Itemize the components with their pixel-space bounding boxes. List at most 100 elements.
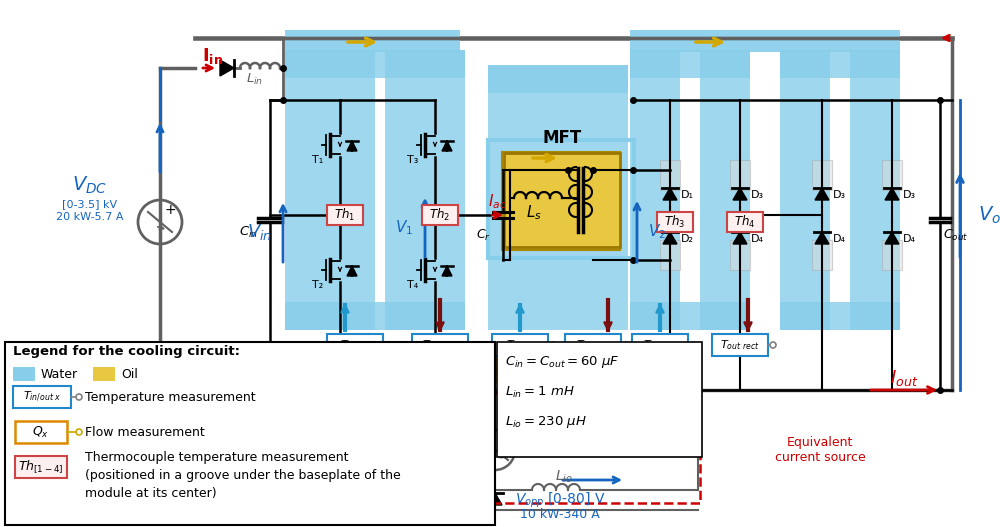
- Text: $V_{opp}$ [0-80] V: $V_{opp}$ [0-80] V: [515, 490, 605, 510]
- Text: D₄: D₄: [751, 234, 764, 244]
- Polygon shape: [733, 232, 747, 244]
- Text: +: +: [498, 435, 508, 448]
- Text: $L_{io} = 230\ \mu H$: $L_{io} = 230\ \mu H$: [505, 414, 587, 430]
- Text: D₃: D₃: [751, 190, 764, 200]
- FancyBboxPatch shape: [93, 367, 115, 381]
- Text: $Q_{rect}$: $Q_{rect}$: [646, 363, 674, 377]
- FancyBboxPatch shape: [630, 50, 680, 330]
- FancyBboxPatch shape: [882, 240, 902, 270]
- Text: Oil: Oil: [121, 367, 138, 380]
- Text: $T_{in/out\ x}$: $T_{in/out\ x}$: [23, 390, 61, 404]
- FancyBboxPatch shape: [504, 153, 620, 247]
- Text: $Th_4$: $Th_4$: [734, 214, 756, 230]
- Text: $L_s$: $L_s$: [526, 203, 542, 222]
- Text: $L_{io}$: $L_{io}$: [555, 469, 573, 485]
- Polygon shape: [347, 266, 357, 276]
- FancyBboxPatch shape: [15, 456, 67, 478]
- FancyBboxPatch shape: [635, 359, 685, 381]
- FancyBboxPatch shape: [812, 240, 832, 270]
- Polygon shape: [885, 188, 899, 200]
- FancyBboxPatch shape: [285, 302, 465, 330]
- Text: Equivalent
current source: Equivalent current source: [775, 436, 865, 464]
- Polygon shape: [663, 188, 677, 200]
- FancyBboxPatch shape: [330, 359, 380, 381]
- Text: $L_{in}$: $L_{in}$: [246, 72, 264, 86]
- Text: $I_{out}$: $I_{out}$: [890, 368, 918, 388]
- Text: $L_{in} = 1\ mH$: $L_{in} = 1\ mH$: [505, 385, 575, 399]
- Text: $V_1$: $V_1$: [395, 219, 413, 237]
- FancyBboxPatch shape: [13, 386, 71, 408]
- Text: +: +: [164, 203, 176, 217]
- Text: $Th_{[1-4]}$: $Th_{[1-4]}$: [18, 458, 64, 475]
- Text: $\mathbf{I_{in}}$: $\mathbf{I_{in}}$: [202, 46, 224, 66]
- Text: Temperature measurement: Temperature measurement: [85, 391, 256, 404]
- Circle shape: [382, 367, 388, 373]
- Circle shape: [770, 342, 776, 348]
- Text: $T_{out\ tra}$: $T_{out\ tra}$: [576, 338, 610, 352]
- FancyBboxPatch shape: [780, 302, 900, 330]
- FancyBboxPatch shape: [812, 160, 832, 190]
- Text: $T_{out\ rect}$: $T_{out\ rect}$: [720, 338, 760, 352]
- FancyBboxPatch shape: [630, 50, 750, 78]
- Text: $Q_{tra}$: $Q_{tra}$: [509, 363, 531, 377]
- Polygon shape: [442, 266, 452, 276]
- Circle shape: [76, 394, 82, 400]
- Text: $V_{DC}$: $V_{DC}$: [72, 174, 108, 196]
- FancyBboxPatch shape: [657, 212, 693, 232]
- FancyBboxPatch shape: [15, 421, 67, 443]
- Polygon shape: [220, 60, 234, 76]
- FancyBboxPatch shape: [727, 212, 763, 232]
- FancyBboxPatch shape: [565, 334, 621, 356]
- Text: $C_{in} = C_{out} = 60\ \mu F$: $C_{in} = C_{out} = 60\ \mu F$: [505, 354, 620, 370]
- Text: $V_{out}$: $V_{out}$: [978, 204, 1000, 226]
- Text: [0-3.5] kV: [0-3.5] kV: [62, 199, 118, 209]
- FancyBboxPatch shape: [497, 342, 702, 457]
- Text: module at its center): module at its center): [85, 486, 217, 500]
- Text: $T_{in\ inv}$: $T_{in\ inv}$: [340, 338, 370, 352]
- FancyBboxPatch shape: [285, 50, 465, 78]
- Polygon shape: [663, 232, 677, 244]
- Text: (positioned in a groove under the baseplate of the: (positioned in a groove under the basepl…: [85, 469, 401, 482]
- Text: Water: Water: [41, 367, 78, 380]
- Text: D₃: D₃: [903, 190, 916, 200]
- Text: D₁: D₁: [681, 190, 694, 200]
- Text: T₃: T₃: [407, 155, 419, 165]
- Text: $\Delta V$: $\Delta V$: [542, 391, 568, 409]
- Text: $T_{in\ tra}$: $T_{in\ tra}$: [506, 338, 534, 352]
- Circle shape: [687, 367, 693, 373]
- Polygon shape: [885, 232, 899, 244]
- FancyBboxPatch shape: [327, 205, 363, 225]
- Text: $Q_x$: $Q_x$: [32, 424, 50, 440]
- Circle shape: [623, 342, 629, 348]
- FancyBboxPatch shape: [730, 160, 750, 190]
- Circle shape: [690, 342, 696, 348]
- Circle shape: [385, 342, 391, 348]
- Circle shape: [547, 367, 553, 373]
- Text: $T_{in\ rect}$: $T_{in\ rect}$: [643, 338, 677, 352]
- Circle shape: [470, 342, 476, 348]
- Text: $C_{in}$: $C_{in}$: [239, 225, 258, 240]
- Text: Thermocouple temperature measurement: Thermocouple temperature measurement: [85, 451, 349, 464]
- FancyBboxPatch shape: [730, 240, 750, 270]
- Polygon shape: [815, 188, 829, 200]
- Polygon shape: [488, 493, 502, 505]
- Text: Flow measurement: Flow measurement: [85, 425, 205, 438]
- FancyBboxPatch shape: [488, 65, 628, 93]
- FancyBboxPatch shape: [630, 30, 900, 52]
- Text: $I_{ac}$: $I_{ac}$: [488, 193, 506, 211]
- Text: 20 kW-5.7 A: 20 kW-5.7 A: [56, 212, 124, 222]
- FancyBboxPatch shape: [495, 359, 545, 381]
- Text: $T_{out\ inv}$: $T_{out\ inv}$: [422, 338, 458, 352]
- Polygon shape: [815, 232, 829, 244]
- FancyBboxPatch shape: [632, 334, 688, 356]
- FancyBboxPatch shape: [780, 50, 900, 78]
- Text: 10 kW-340 A: 10 kW-340 A: [520, 509, 600, 522]
- Text: $Q_{inv}$: $Q_{inv}$: [343, 363, 367, 377]
- Polygon shape: [442, 141, 452, 151]
- FancyBboxPatch shape: [502, 152, 620, 250]
- FancyBboxPatch shape: [660, 160, 680, 190]
- Text: T₁: T₁: [312, 155, 324, 165]
- Text: D₃: D₃: [833, 190, 846, 200]
- Text: Legend for the cooling circuit:: Legend for the cooling circuit:: [13, 346, 240, 358]
- Text: $C_r$: $C_r$: [476, 228, 491, 242]
